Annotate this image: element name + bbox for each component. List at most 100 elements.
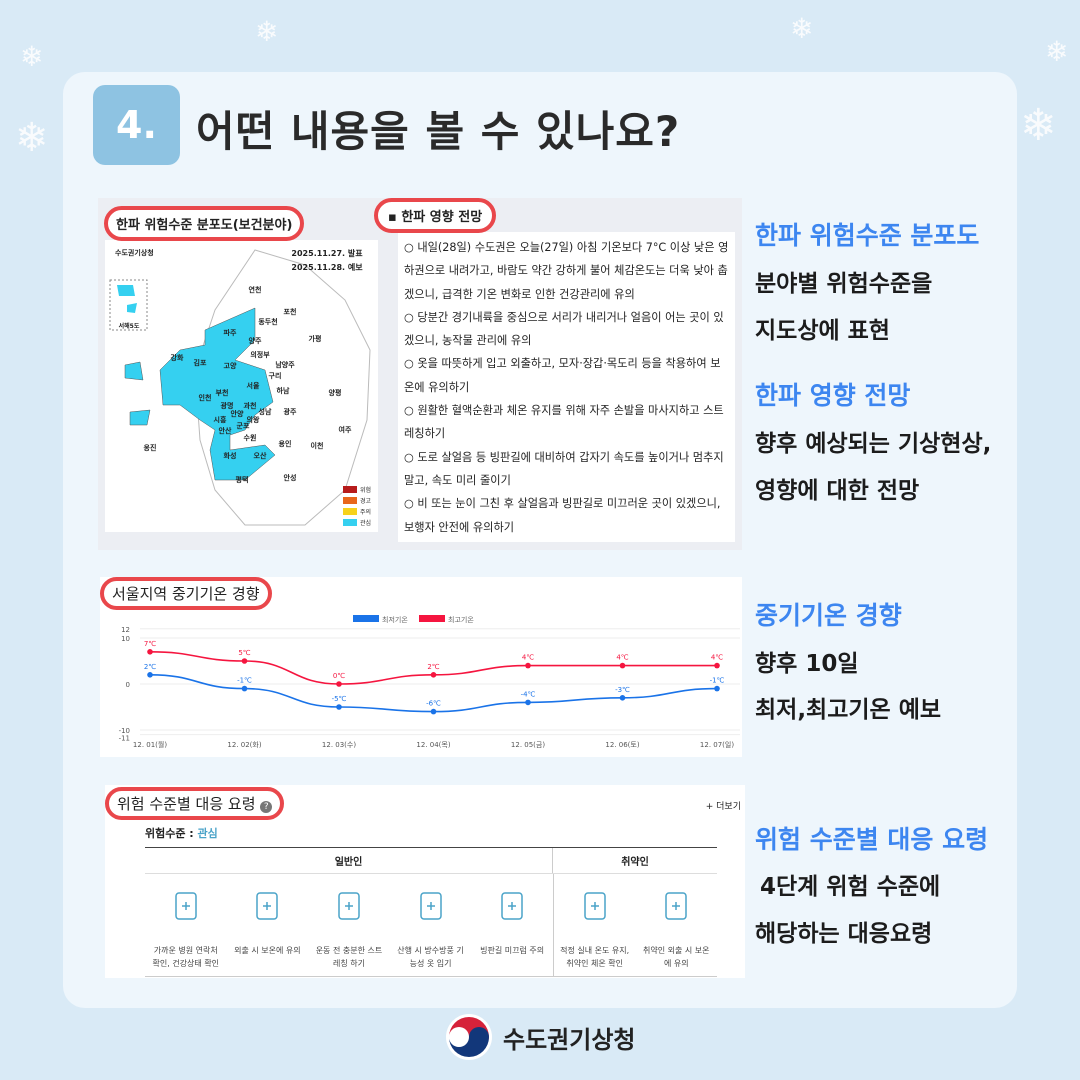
agency-label: 수도권기상청	[115, 248, 154, 257]
data-label: -3℃	[615, 686, 630, 694]
group-vulnerable: 취약인	[621, 857, 649, 868]
outlook-item: ○ 옷을 따뜻하게 입고 외출하고, 모자·장갑·목도리 등을 착용하여 보온에…	[404, 357, 721, 394]
government-logo-icon	[446, 1014, 492, 1060]
region-label: 김포	[194, 358, 207, 367]
data-point	[714, 662, 720, 669]
region-label: 과천	[244, 401, 257, 410]
data-label: 2℃	[427, 663, 439, 671]
desc-heading: 중기기온 경향	[755, 601, 902, 630]
data-point	[241, 685, 248, 692]
data-label: 4℃	[522, 654, 534, 662]
response-item: 적정 실내 온도 유지, 취약인 체온 확인	[552, 874, 636, 976]
region-label: 하남	[277, 386, 290, 395]
region-label: 화성	[224, 451, 237, 460]
response-table: 일반인 취약인 가까운 병원 연락처 확인, 건강상태 확인 외출 시 보온에 유의…	[145, 847, 717, 977]
region-label: 포천	[284, 307, 297, 316]
house-thermometer-icon	[583, 892, 606, 920]
region-label: 평택	[236, 475, 249, 484]
footer-agency: 수도권기상청	[503, 1025, 636, 1054]
response-item: 운동 전 충분한 스트레칭 하기	[308, 874, 390, 976]
response-item: 취약인 외출 시 보온에 유의	[635, 874, 717, 976]
desc-line: 영향에 대한 전망	[755, 478, 920, 504]
region-label: 동두천	[258, 317, 277, 326]
region-label: 안성	[284, 473, 297, 482]
desc-line: 4단계 위험 수준에	[760, 874, 941, 900]
more-link[interactable]: + 더보기	[705, 802, 741, 812]
region-label: 구리	[269, 371, 282, 380]
risk-map: 수도권기상청 2025.11.27. 발표 2025.11.28. 예보 연천 …	[105, 240, 378, 532]
region-label: 이천	[311, 441, 324, 450]
region-label: 연천	[249, 285, 262, 294]
region-label: 안양	[231, 409, 244, 418]
forecast-date: 2025.11.28. 예보	[291, 262, 363, 272]
region-label: 인천	[199, 393, 212, 402]
region-label: 의정부	[250, 350, 270, 359]
data-label: 5℃	[238, 649, 250, 657]
page-title: 어떤 내용을 볼 수 있나요?	[196, 107, 681, 156]
data-point	[525, 662, 531, 669]
region-label: 양평	[329, 388, 342, 397]
region-label: 오산	[254, 451, 267, 460]
data-label: 4℃	[711, 654, 723, 662]
risk-level: 위험수준 : 관심	[145, 825, 218, 841]
svg-text:주의: 주의	[360, 508, 371, 516]
data-label: -1℃	[237, 677, 252, 685]
x-tick-label: 12. 05(금)	[511, 741, 545, 749]
x-tick-label: 12. 02(화)	[227, 741, 261, 749]
y-tick-label: -11	[119, 735, 130, 743]
snowflake-icon: ❄	[790, 12, 814, 45]
region-label: 부천	[216, 388, 229, 397]
snowflake-icon: ❄	[20, 40, 44, 73]
region-label: 파주	[224, 328, 237, 337]
y-tick-label: -10	[119, 727, 130, 735]
region-label: 가평	[309, 334, 322, 343]
response-item: 외출 시 보온에 유의	[227, 874, 309, 976]
winter-clothes-icon	[256, 892, 279, 920]
legend-swatch	[353, 615, 379, 622]
outlook-title-highlight: ▪ 한파 영향 전망	[374, 198, 497, 233]
outlook-item: ○ 비 또는 눈이 그친 후 살얼음과 빙판길로 미끄러운 곳이 있겠으니, 보…	[404, 497, 721, 534]
section-number-badge: 4.	[93, 85, 180, 165]
stretching-icon	[338, 892, 360, 920]
region-label: 광명	[221, 401, 234, 410]
data-point	[619, 695, 626, 701]
region-label: 시흥	[214, 415, 227, 424]
response-title: 위험 수준별 대응 요령	[117, 795, 256, 813]
response-item: 빙판길 미끄럼 주의	[471, 874, 553, 976]
desc-heading: 한파 위험수준 분포도	[755, 221, 980, 250]
x-tick-label: 12. 04(목)	[416, 741, 450, 749]
data-point	[430, 708, 437, 715]
y-tick-label: 10	[121, 635, 130, 643]
data-label: -1℃	[710, 677, 725, 685]
region-label: 용인	[279, 439, 292, 448]
x-tick-label: 12. 03(수)	[322, 741, 356, 749]
response-item-text: 빙판길 미끄럼 주의	[480, 946, 545, 955]
outlook-item: ○ 도로 살얼음 등 빙판길에 대비하여 갑자기 속도를 높이거나 멈추지 말고…	[404, 450, 724, 487]
response-item-text: 산행 시 방수방풍 기능성 옷 입기	[397, 946, 464, 968]
legend-label: 최고기온	[448, 615, 474, 624]
x-tick-label: 12. 07(일)	[700, 740, 734, 749]
data-point	[619, 662, 626, 669]
region-label: 서울	[247, 381, 260, 390]
desc-line: 분야별 위험수준을	[755, 271, 933, 297]
data-label: -5℃	[332, 695, 347, 703]
y-tick-label: 12	[121, 626, 130, 634]
response-item: 산행 시 방수방풍 기능성 옷 입기	[390, 874, 472, 976]
svg-text:경고: 경고	[360, 498, 372, 505]
region-label: 여주	[339, 425, 352, 434]
snowflake-icon: ❄	[1020, 100, 1057, 151]
data-label: 4℃	[616, 654, 628, 662]
region-label: 고양	[224, 361, 237, 370]
footer: 수도권기상청	[445, 1013, 635, 1061]
hiking-jacket-icon	[419, 892, 442, 920]
outlook-item: ○ 당분간 경기내륙을 중심으로 서리가 내리거나 얼음이 어는 곳이 있겠으니…	[404, 310, 724, 348]
x-tick-label: 12. 01(월)	[133, 740, 167, 749]
y-tick-label: 0	[126, 681, 130, 689]
desc-line: 해당하는 대응요령	[755, 921, 933, 947]
data-point	[147, 672, 153, 678]
help-icon[interactable]: ?	[260, 801, 273, 813]
desc-heading: 위험 수준별 대응 요령	[755, 825, 989, 854]
region-label: 안산	[219, 426, 232, 435]
response-item-text: 외출 시 보온에 유의	[234, 946, 301, 955]
outlook-text: ○ 내일(28일) 수도권은 오늘(27일) 아침 기온보다 7°C 이상 낮은…	[398, 232, 735, 542]
